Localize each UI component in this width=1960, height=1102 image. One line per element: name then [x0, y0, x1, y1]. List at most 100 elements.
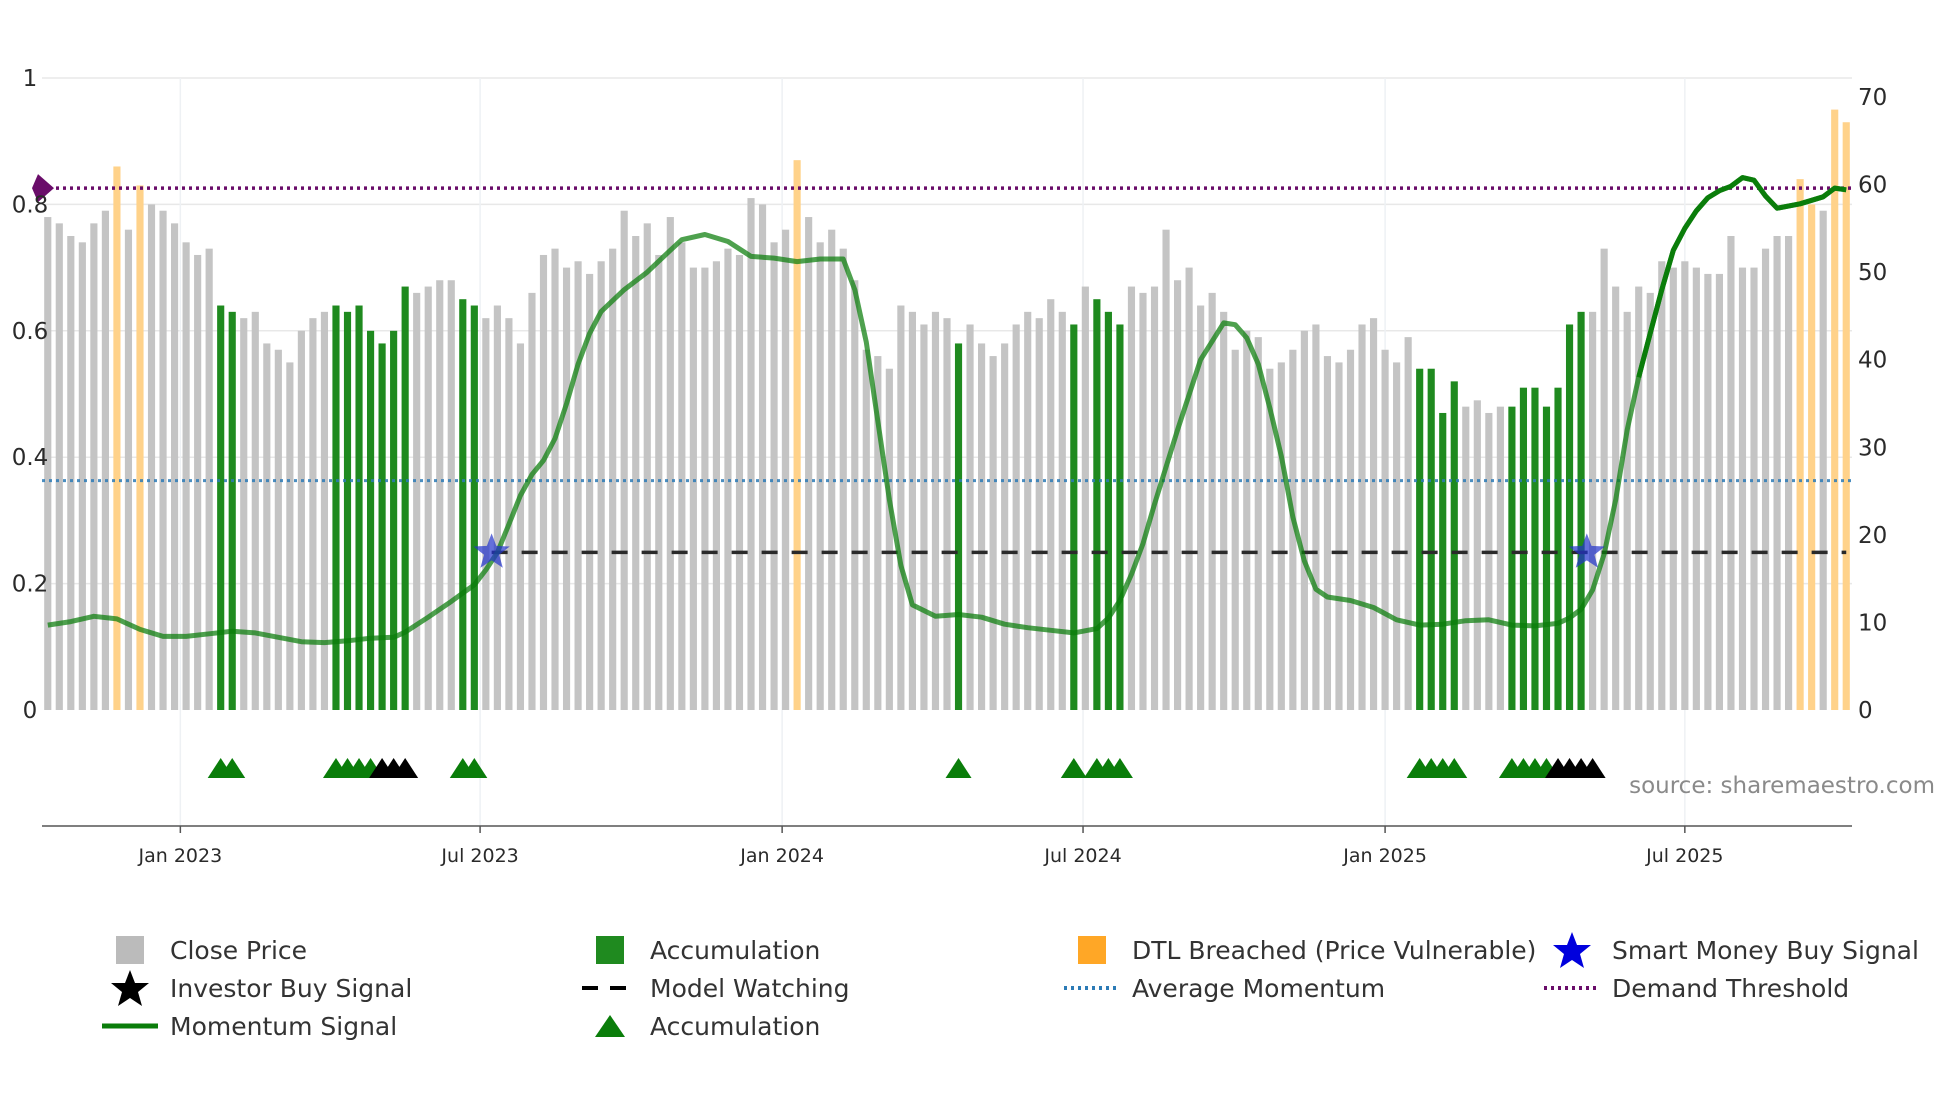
lines-layer: [32, 174, 1852, 646]
markers-layer: [207, 533, 1606, 778]
close-price-bar: [1001, 343, 1009, 710]
close-price-bar: [782, 229, 790, 710]
close-price-bar: [297, 330, 305, 710]
right-axis-tick-label: 50: [1858, 260, 1887, 286]
accumulation-bar: [1565, 324, 1574, 710]
close-price-bar: [1589, 311, 1597, 710]
close-price-bar: [1358, 324, 1366, 710]
close-price-bar: [1393, 362, 1401, 710]
close-price-bar: [251, 311, 259, 710]
x-tick-label: Jan 2025: [1342, 845, 1427, 867]
close-price-bar: [1404, 337, 1412, 710]
close-price-bar: [1819, 210, 1827, 710]
close-price-bar: [908, 311, 916, 710]
close-price-bar: [1715, 273, 1723, 710]
close-price-bar: [44, 217, 52, 711]
accumulation-triangle: [461, 758, 488, 778]
close-price-bar: [1704, 273, 1712, 710]
accumulation-bar: [1577, 311, 1585, 710]
close-price-bar: [1485, 412, 1493, 710]
close-price-bar: [159, 210, 167, 710]
close-price-bar: [689, 267, 697, 710]
accumulation-bar: [459, 299, 467, 710]
accumulation-triangle: [1060, 758, 1087, 778]
close-price-bar: [1266, 368, 1274, 710]
x-tick-label: Jan 2024: [739, 845, 824, 867]
close-price-bar: [712, 261, 721, 710]
close-price-bar: [1473, 400, 1481, 710]
accumulation-triangle: [1106, 758, 1133, 778]
x-tick-label: Jul 2025: [1645, 845, 1723, 867]
accumulation-bar: [217, 305, 225, 710]
left-axis-tick-label: 0.4: [12, 445, 49, 471]
dtl-breached-bar: [136, 185, 144, 710]
smart-money-buy-star: [1568, 533, 1605, 568]
close-price-bar: [978, 343, 986, 710]
close-price-bar: [1231, 349, 1239, 710]
close-price-bar: [874, 356, 882, 710]
dtl-breached-bar: [1808, 204, 1816, 710]
close-price-bar: [1381, 349, 1389, 710]
close-price-bar: [666, 217, 674, 711]
right-axis-tick-label: 20: [1858, 523, 1887, 549]
close-price-bar: [274, 349, 282, 710]
right-axis-tick-label: 30: [1858, 435, 1887, 461]
accumulation-bar: [1554, 387, 1562, 710]
close-price-bar: [516, 343, 525, 710]
close-price-bar: [1658, 261, 1666, 710]
close-price-bar: [1173, 280, 1182, 710]
close-price-bar: [1312, 324, 1320, 710]
close-price-bar: [1197, 305, 1205, 710]
close-price-bar: [1669, 267, 1677, 710]
close-price-bar: [320, 311, 329, 710]
close-price-bar: [447, 280, 455, 710]
close-price-bar: [1785, 236, 1793, 710]
close-price-bar: [839, 248, 847, 710]
close-price-bar: [931, 311, 940, 710]
close-price-bar: [747, 198, 755, 710]
close-price-bar: [182, 242, 190, 710]
close-price-bar: [597, 261, 605, 710]
dtl-breached-bar: [1842, 122, 1850, 711]
accumulation-bar: [1542, 406, 1551, 710]
axes-layer: Jan 2023 Jul 2023 Jan 2024 Jul 2024 Jan 2025…: [12, 66, 1888, 867]
close-price-bar: [1024, 311, 1032, 710]
accumulation-bar: [1427, 368, 1435, 710]
accumulation-bar: [1116, 324, 1124, 710]
left-axis-tick-label: 1: [23, 66, 38, 92]
accumulation-triangle: [219, 758, 246, 778]
close-price-bar: [724, 248, 732, 710]
close-price-bar: [194, 254, 202, 710]
close-price-bar: [286, 362, 294, 710]
accumulation-bar: [401, 286, 409, 710]
accumulation-bar: [378, 343, 386, 710]
right-axis-tick-label: 10: [1858, 610, 1887, 636]
close-price-bar: [586, 273, 594, 710]
right-axis-tick-label: 40: [1858, 348, 1887, 374]
accumulation-bar: [343, 311, 352, 710]
x-tick-label: Jan 2023: [138, 845, 223, 867]
close-price-bar: [1277, 362, 1285, 710]
close-price-bar: [701, 267, 709, 710]
close-price-bar: [1462, 406, 1470, 710]
close-price-bar: [1496, 406, 1504, 710]
close-price-bar: [562, 267, 571, 710]
close-price-bar: [1185, 267, 1193, 710]
accumulation-bar: [366, 330, 375, 710]
accumulation-bar: [1519, 387, 1528, 710]
source-label: source: sharemaestro.com: [1629, 773, 1935, 799]
close-price-bar: [828, 229, 836, 710]
close-price-bar: [309, 318, 317, 710]
close-price-bar: [609, 248, 617, 710]
x-tick-label: Jul 2023: [440, 845, 518, 867]
close-price-bar: [805, 217, 813, 711]
investor-buy-triangle: [1579, 758, 1606, 778]
close-price-bar: [55, 223, 63, 711]
close-price-bar: [528, 292, 536, 710]
close-price-bar: [1692, 267, 1700, 710]
close-price-bar: [1727, 236, 1735, 710]
accumulation-triangle: [945, 758, 972, 778]
accumulation-bar: [1416, 368, 1424, 710]
left-axis-tick-label: 0.8: [12, 192, 49, 218]
